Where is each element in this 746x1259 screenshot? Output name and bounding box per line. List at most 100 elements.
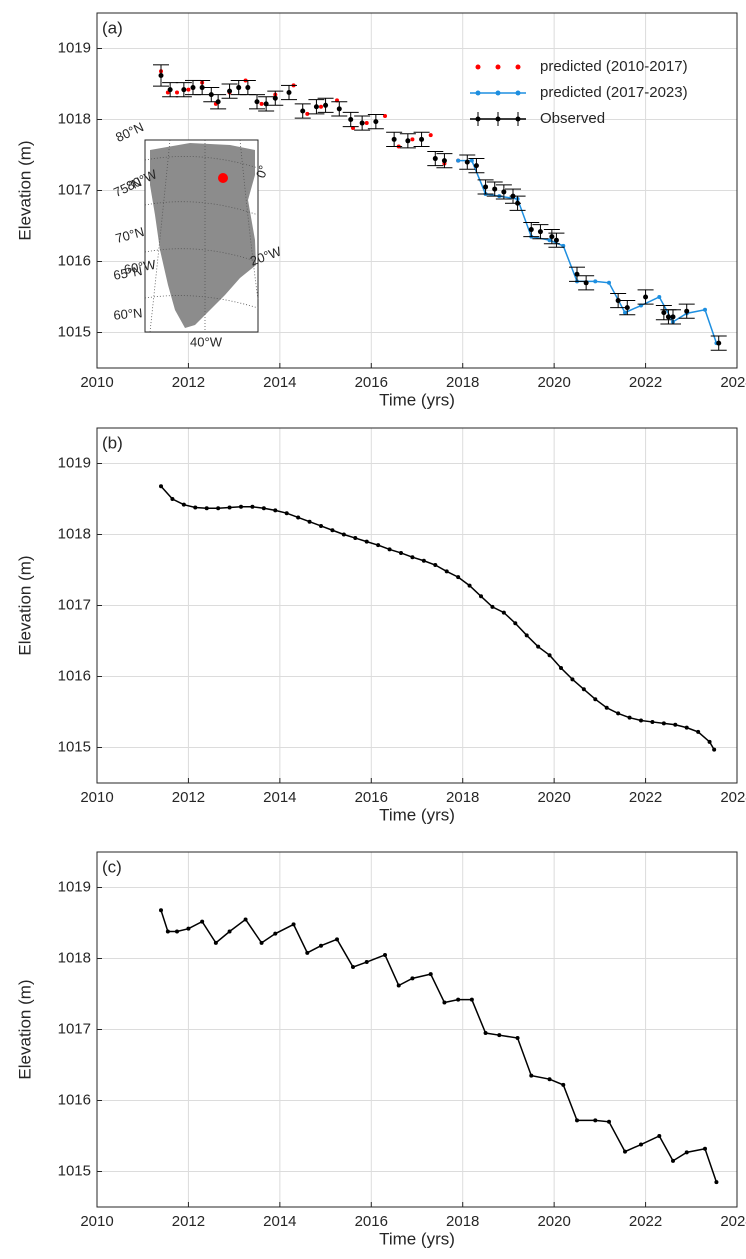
data-point [650, 719, 655, 724]
data-point [353, 536, 358, 541]
data-point [684, 1150, 689, 1155]
data-point [323, 102, 329, 108]
data-point [245, 85, 251, 91]
data-point [351, 965, 355, 970]
x-tick-label: 2014 [263, 374, 296, 391]
data-point [190, 85, 196, 91]
data-point [639, 718, 643, 723]
data-point [469, 997, 474, 1002]
data-point [167, 87, 173, 93]
data-point [643, 294, 649, 300]
data-point [336, 106, 342, 112]
data-point [570, 677, 575, 682]
data-point [272, 95, 278, 101]
data-point [216, 506, 221, 511]
y-tick-label: 1019 [58, 878, 91, 895]
data-point [593, 279, 598, 284]
data-point [159, 908, 163, 913]
x-axis-label: Time (yrs) [379, 805, 455, 824]
data-point [627, 715, 632, 720]
legend-marker [515, 64, 521, 70]
data-point [684, 725, 689, 730]
x-tick-label: 2024 [720, 789, 746, 806]
data-point [364, 121, 369, 126]
data-point [373, 119, 379, 125]
x-tick-label: 2018 [446, 1213, 479, 1230]
data-point [419, 136, 425, 142]
data-point [657, 1134, 662, 1138]
data-point [492, 186, 498, 192]
y-tick-label: 1018 [58, 525, 91, 542]
data-point [615, 298, 621, 304]
x-tick-label: 2016 [355, 789, 388, 806]
data-point [433, 563, 438, 568]
data-point [497, 1033, 502, 1038]
data-point [490, 604, 495, 609]
data-point [639, 1142, 643, 1147]
x-tick-label: 2010 [80, 789, 113, 806]
data-point [364, 960, 369, 965]
data-point [604, 705, 609, 710]
y-tick-label: 1016 [58, 667, 91, 684]
x-tick-label: 2022 [629, 789, 662, 806]
data-point [665, 314, 671, 320]
data-point [319, 104, 323, 109]
data-point [473, 163, 479, 169]
data-point [170, 497, 175, 501]
data-point [501, 189, 507, 195]
data-point [376, 543, 381, 548]
data-point [165, 929, 170, 934]
legend-marker [495, 90, 501, 96]
data-point [305, 950, 310, 955]
data-point [227, 88, 233, 94]
data-point [239, 504, 243, 509]
data-point [513, 621, 518, 626]
x-tick-label: 2016 [355, 374, 388, 391]
data-point [391, 136, 397, 142]
data-point [593, 697, 598, 702]
data-point [186, 87, 191, 92]
data-point [410, 976, 415, 981]
y-tick-label: 1016 [58, 1091, 91, 1108]
data-point [158, 72, 164, 78]
data-point [696, 729, 701, 734]
panel: 2010 2012 2014 2016 2018 2020 2022 2024 1015 1016… [15, 851, 746, 1248]
data-point [227, 929, 232, 934]
data-point [673, 722, 678, 727]
data-point [348, 117, 354, 122]
data-point [186, 926, 191, 931]
plot-frame [96, 427, 738, 784]
data-point [175, 90, 179, 95]
panel: 2010 2012 2014 2016 2018 2020 2022 2024 1015 1016… [15, 12, 746, 409]
data-point [547, 653, 552, 658]
data-point [574, 271, 580, 277]
data-point [236, 85, 242, 91]
data-point [387, 547, 392, 552]
data-point [313, 104, 319, 110]
data-point [213, 940, 218, 945]
data-point [671, 1158, 675, 1163]
legend-marker [475, 116, 481, 122]
data-point [428, 972, 433, 977]
data-point [399, 550, 403, 555]
data-point [456, 997, 461, 1002]
data-point [200, 919, 205, 924]
data-point [263, 101, 269, 107]
data-point [524, 633, 529, 638]
greenland [150, 143, 256, 328]
y-tick-label: 1018 [58, 110, 91, 127]
data-point [657, 295, 662, 299]
y-axis-label: Elevation (m) [15, 555, 34, 655]
data-point [227, 505, 232, 510]
data-point [432, 156, 438, 162]
x-tick-label: 2020 [537, 1213, 570, 1230]
x-tick-label: 2016 [355, 1213, 388, 1230]
legend-marker [495, 116, 501, 122]
site-marker [218, 173, 228, 183]
inset-label: 60°N [113, 305, 143, 322]
x-tick-label: 2012 [172, 789, 205, 806]
y-axis-label: Elevation (m) [15, 140, 34, 240]
data-point [712, 747, 717, 752]
data-point [199, 85, 205, 91]
data-point [703, 307, 707, 312]
